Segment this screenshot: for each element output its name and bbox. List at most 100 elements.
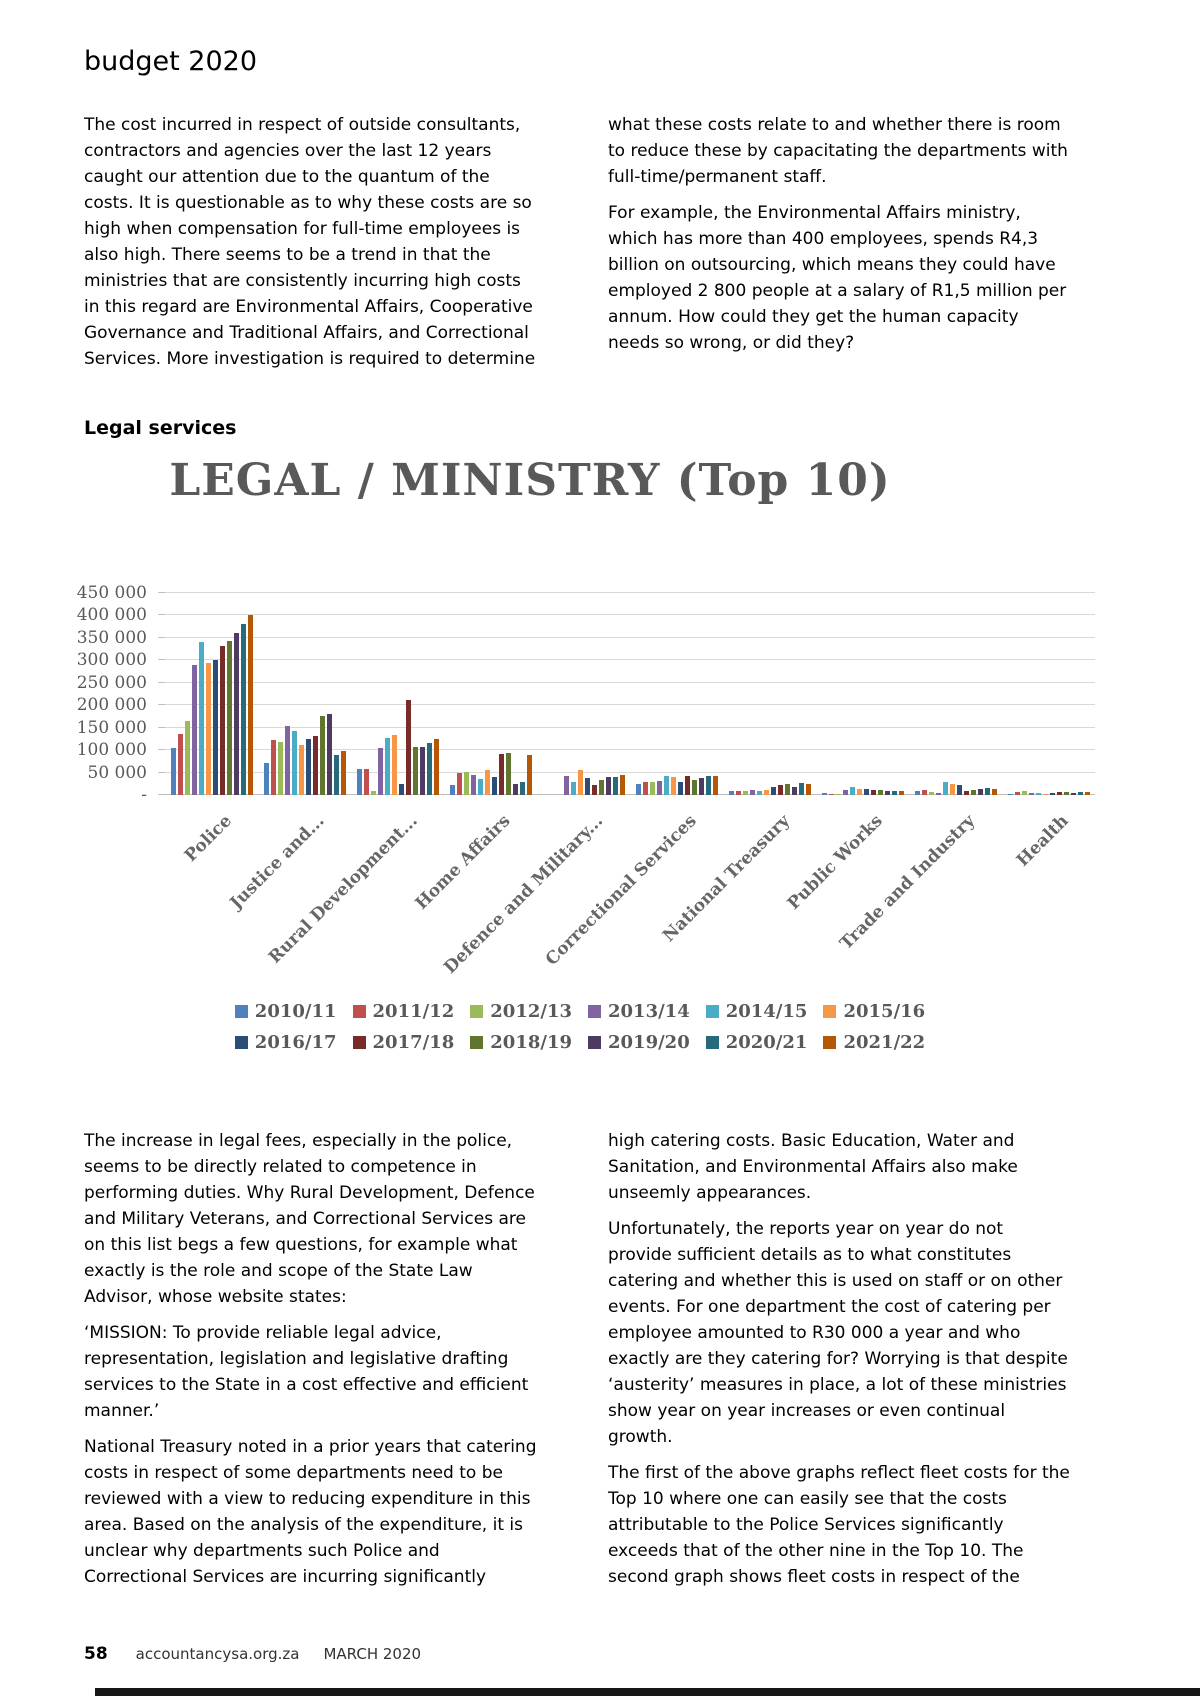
legal-ministry-chart: LEGAL / MINISTRY (Top 10) 450 000 400 000… bbox=[0, 455, 1200, 1095]
bar-2016-17 bbox=[863, 789, 869, 795]
chart-plot: 450 000 400 000 350 000 300 000 250 000 200 0… bbox=[77, 583, 1095, 978]
gridline bbox=[165, 726, 1095, 728]
bar-2013-14 bbox=[284, 726, 290, 795]
x-axis-label: Rural Development... bbox=[264, 811, 422, 968]
paragraph: National Treasury noted in a prior years… bbox=[84, 1437, 537, 1587]
bar-2012-13 bbox=[928, 792, 934, 795]
bar-2016-17 bbox=[398, 784, 404, 795]
bar-2020-21 bbox=[519, 782, 525, 795]
legend-item: 2021/22 bbox=[823, 1032, 925, 1053]
legend-swatch-icon bbox=[352, 1005, 366, 1018]
paragraph: For example, the Environmental Affairs m… bbox=[608, 203, 1067, 353]
y-axis-tick bbox=[158, 681, 165, 683]
bar-2010-11 bbox=[449, 785, 455, 795]
chart-title: LEGAL / MINISTRY (Top 10) bbox=[169, 455, 891, 506]
bar-2016-17 bbox=[677, 782, 683, 795]
x-axis-label: Home Affairs bbox=[411, 811, 515, 914]
gridline bbox=[165, 704, 1095, 706]
bar-2012-13 bbox=[184, 720, 190, 795]
bar-2012-13 bbox=[649, 781, 655, 795]
legend-swatch-icon bbox=[705, 1036, 719, 1049]
legend-swatch-icon bbox=[588, 1036, 601, 1049]
legend-label: 2017/18 bbox=[372, 1032, 455, 1053]
legend-label: 2010/11 bbox=[254, 1001, 337, 1022]
legend-item: 2016/17 bbox=[234, 1032, 337, 1053]
bar-2016-17 bbox=[1049, 792, 1055, 795]
bar-2021-22 bbox=[805, 784, 811, 795]
bar-2014-15 bbox=[477, 779, 483, 795]
paragraph: ‘MISSION: To provide reliable legal advi… bbox=[84, 1323, 529, 1421]
legend-label: 2021/22 bbox=[843, 1032, 926, 1053]
bar-2018-19 bbox=[598, 780, 604, 795]
bar-2018-19 bbox=[1063, 792, 1069, 795]
bar-2015-16 bbox=[949, 783, 955, 795]
y-axis-label: 350 000 bbox=[76, 627, 147, 648]
bar-2014-15 bbox=[942, 782, 948, 795]
bar-2011-12 bbox=[735, 790, 741, 795]
bar-2018-19 bbox=[691, 780, 697, 795]
bar-2014-15 bbox=[291, 731, 297, 795]
bar-2018-19 bbox=[877, 790, 883, 795]
y-axis-tick bbox=[158, 636, 165, 638]
bar-2020-21 bbox=[705, 775, 711, 795]
legend-label: 2012/13 bbox=[490, 1001, 572, 1022]
bar-2020-21 bbox=[891, 790, 897, 795]
x-axis-label: Health bbox=[1012, 811, 1073, 871]
bar-2015-16 bbox=[670, 777, 676, 795]
chart-legend: 2010/11 2011/12 2012/13 2013/14 2014/15 2015/… bbox=[115, 1001, 1045, 1063]
bar-2013-14 bbox=[935, 792, 941, 795]
bottom-rule bbox=[95, 1688, 1200, 1696]
legend-label: 2014/15 bbox=[725, 1001, 808, 1022]
legend-label: 2019/20 bbox=[608, 1032, 690, 1053]
y-axis-label: 400 000 bbox=[76, 605, 147, 626]
bar-2012-13 bbox=[742, 790, 748, 795]
legend-item: 2018/19 bbox=[470, 1032, 572, 1053]
bar-2020-21 bbox=[426, 743, 432, 795]
bar-2021-22 bbox=[340, 751, 346, 795]
y-axis-tick bbox=[158, 592, 165, 593]
x-axis-label: Correctional Services bbox=[541, 811, 701, 970]
bar-2015-16 bbox=[484, 769, 490, 795]
body-left-column: The increase in legal fees, especially i… bbox=[84, 1128, 542, 1600]
bar-2019-20 bbox=[977, 788, 983, 795]
x-axis-label: Justice and... bbox=[226, 811, 329, 914]
bar-2014-15 bbox=[570, 782, 576, 795]
bar-2011-12 bbox=[456, 773, 462, 795]
body-right-column: high catering costs. Basic Education, Wa… bbox=[608, 1128, 1070, 1600]
y-axis-label: 150 000 bbox=[76, 717, 147, 738]
bar-2020-21 bbox=[1077, 791, 1083, 795]
gridline bbox=[165, 636, 1095, 638]
legend-swatch-icon bbox=[705, 1005, 719, 1018]
legend-item: 2010/11 bbox=[234, 1001, 337, 1022]
legend-label: 2013/14 bbox=[608, 1001, 690, 1022]
legend-label: 2016/17 bbox=[254, 1032, 337, 1053]
gridline bbox=[165, 592, 1095, 593]
paragraph: Unfortunately, the reports year on year … bbox=[608, 1219, 1068, 1447]
legend-row-1: 2010/11 2011/12 2012/13 2013/14 2014/15 2015/… bbox=[115, 1001, 1045, 1022]
legend-item: 2011/12 bbox=[352, 1001, 454, 1022]
legend-swatch-icon bbox=[588, 1005, 601, 1018]
legend-label: 2018/19 bbox=[490, 1032, 572, 1053]
legend-item: 2017/18 bbox=[352, 1032, 455, 1053]
y-axis-tick bbox=[158, 704, 165, 706]
page-footer: 58 accountancysa.org.za MARCH 2020 bbox=[84, 1644, 421, 1664]
bar-2019-20 bbox=[419, 746, 425, 795]
bar-2014-15 bbox=[1035, 793, 1041, 795]
legend-item: 2019/20 bbox=[588, 1032, 690, 1053]
bar-2014-15 bbox=[663, 776, 669, 795]
gridline bbox=[165, 681, 1095, 683]
bar-2013-14 bbox=[656, 781, 662, 795]
bar-2013-14 bbox=[470, 774, 476, 795]
bar-2013-14 bbox=[563, 776, 569, 795]
bar-2012-13 bbox=[1021, 790, 1027, 795]
bar-2021-22 bbox=[1084, 791, 1090, 795]
footer-issue: MARCH 2020 bbox=[323, 1645, 422, 1663]
y-axis-label: 300 000 bbox=[76, 650, 147, 671]
legend-item: 2020/21 bbox=[705, 1032, 807, 1053]
bar-2014-15 bbox=[756, 790, 762, 795]
bar-2012-13 bbox=[370, 790, 376, 795]
bar-2010-11 bbox=[170, 747, 176, 795]
bar-2021-22 bbox=[619, 774, 625, 795]
bar-2018-19 bbox=[412, 747, 418, 795]
